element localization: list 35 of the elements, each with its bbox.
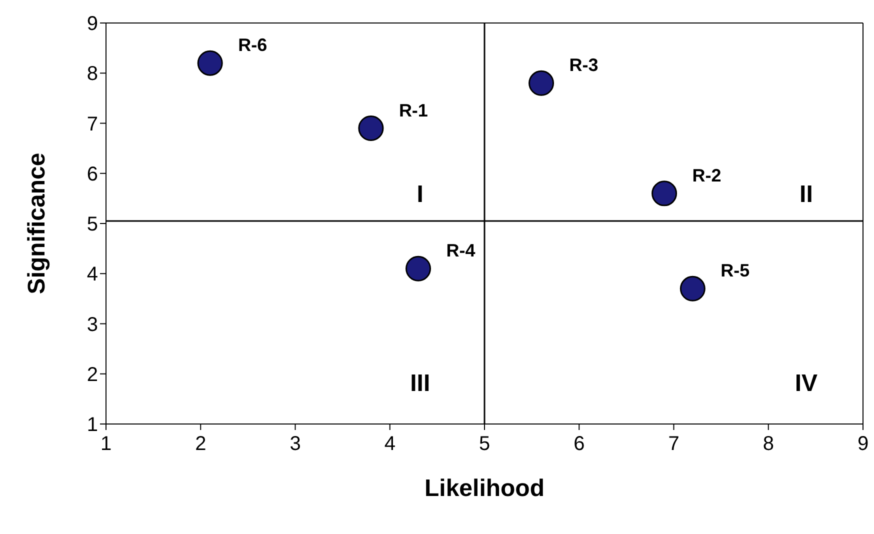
y-tick-label: 1 bbox=[86, 414, 98, 436]
x-tick-label: 9 bbox=[857, 433, 869, 456]
x-tick-label: 2 bbox=[195, 433, 206, 456]
point bbox=[528, 70, 554, 96]
series-label: R-5 bbox=[720, 260, 750, 281]
annotation: II bbox=[800, 181, 813, 208]
x-axis-title: Likelihood bbox=[424, 475, 544, 502]
annotation: I bbox=[416, 181, 424, 208]
x-tick-label: 8 bbox=[762, 433, 774, 456]
x-tick-label: 5 bbox=[478, 433, 490, 456]
y-tick-label: 3 bbox=[86, 314, 98, 336]
y-tick-label: 4 bbox=[86, 264, 98, 286]
series-label: R-1 bbox=[398, 100, 428, 120]
y-tick-label: 7 bbox=[86, 113, 98, 136]
series-label: R-4 bbox=[446, 240, 476, 261]
y-tick-label: 6 bbox=[86, 163, 98, 186]
series-label: R-6 bbox=[238, 35, 268, 56]
y-axis-title: Significance bbox=[24, 152, 51, 294]
point bbox=[406, 256, 432, 282]
y-tick-label: 8 bbox=[86, 63, 98, 86]
annotation: III bbox=[410, 370, 430, 397]
point bbox=[652, 180, 678, 206]
annotation: IV bbox=[794, 370, 818, 397]
series-label: R-2 bbox=[692, 165, 722, 186]
point bbox=[680, 276, 706, 302]
point bbox=[197, 50, 223, 76]
y-tick-label: 9 bbox=[86, 13, 98, 36]
x-tick-label: 7 bbox=[668, 433, 680, 456]
x-tick-label: 6 bbox=[574, 433, 585, 456]
x-tick-label: 4 bbox=[384, 433, 396, 456]
y-tick-label: 2 bbox=[86, 364, 98, 386]
point bbox=[358, 116, 384, 142]
y-tick-label: 5 bbox=[86, 214, 98, 236]
x-tick-label: 3 bbox=[290, 433, 301, 456]
series-label: R-3 bbox=[569, 55, 598, 76]
